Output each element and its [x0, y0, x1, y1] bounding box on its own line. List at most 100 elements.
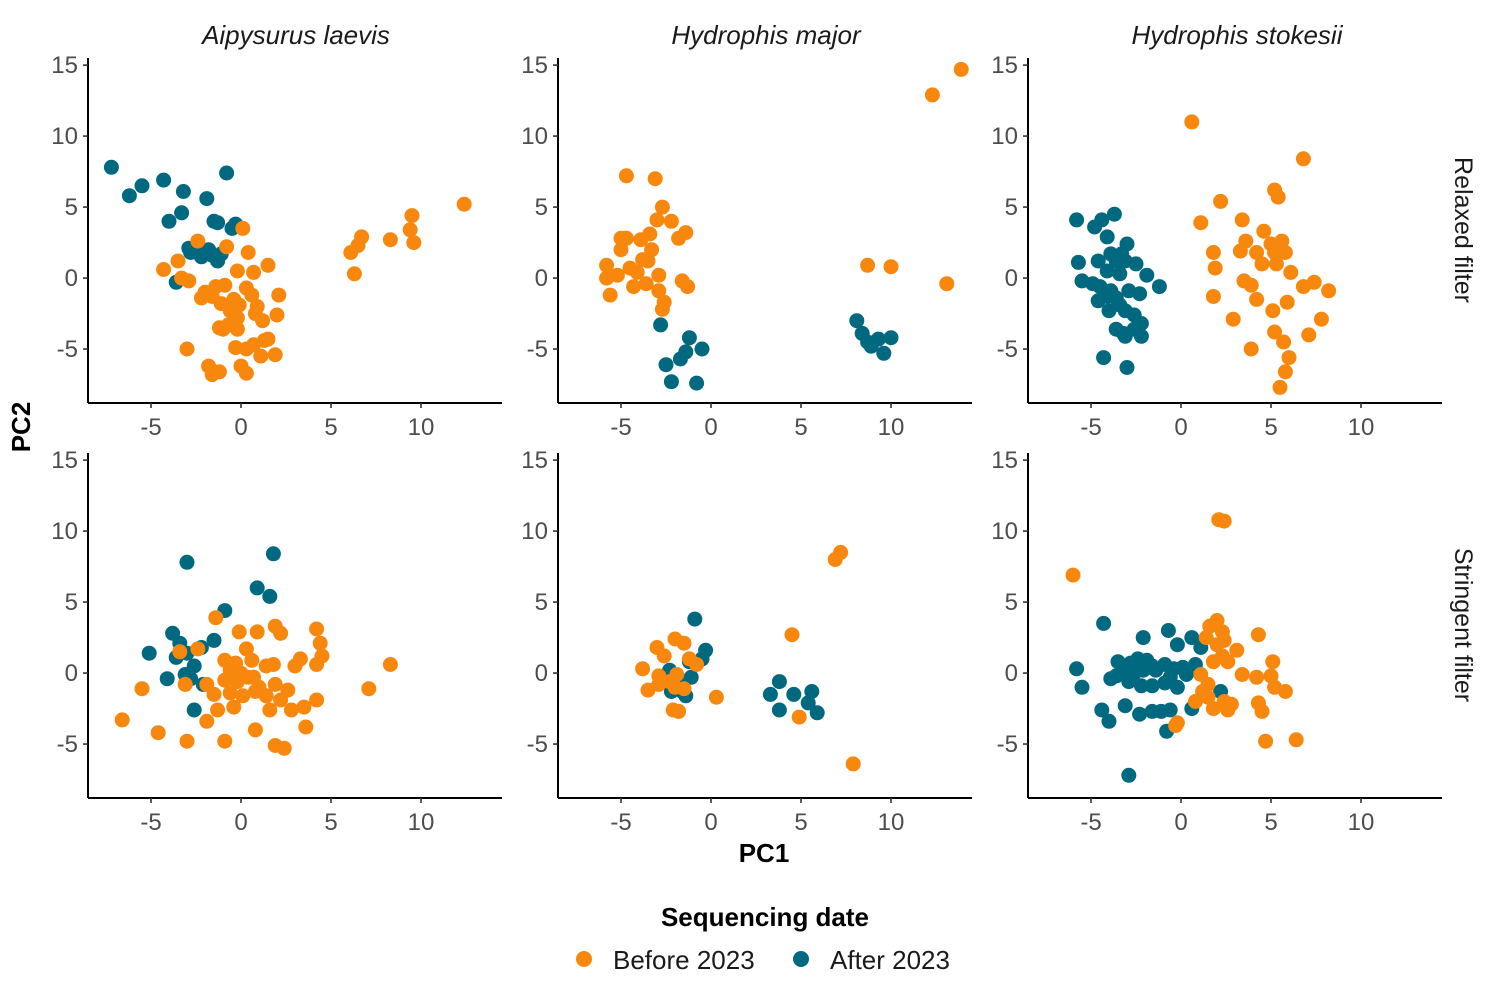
- data-point: [402, 222, 418, 238]
- data-point: [186, 702, 202, 718]
- column-strip-label: Aipysurus laevis: [200, 20, 390, 50]
- data-point: [791, 709, 807, 725]
- data-point: [1225, 311, 1241, 327]
- data-point: [786, 686, 802, 702]
- data-point: [883, 330, 899, 346]
- data-point: [172, 644, 188, 660]
- data-point: [1106, 206, 1122, 222]
- data-point: [1187, 694, 1203, 709]
- data-point: [260, 257, 276, 273]
- legend-key-after-2023: [793, 951, 809, 967]
- data-point: [114, 712, 130, 728]
- data-point: [309, 692, 325, 708]
- x-tick-label: 10: [408, 809, 435, 836]
- y-tick-label: 15: [51, 447, 78, 474]
- data-point: [190, 233, 206, 249]
- data-point: [1103, 671, 1119, 687]
- data-point: [1162, 702, 1178, 718]
- data-point: [382, 657, 398, 672]
- data-point: [1178, 667, 1194, 682]
- data-point: [618, 168, 634, 184]
- y-tick-label: -5: [57, 731, 78, 758]
- data-point: [654, 301, 670, 317]
- data-point: [256, 333, 272, 348]
- series-before-2023: [635, 544, 861, 772]
- data-point: [1169, 679, 1185, 695]
- data-point: [1265, 303, 1281, 319]
- x-tick-label: 10: [878, 809, 905, 836]
- y-tick-label: 0: [65, 265, 78, 292]
- y-tick-label: 0: [65, 660, 78, 687]
- data-point: [1099, 229, 1115, 245]
- data-point: [1205, 289, 1221, 304]
- data-point: [1274, 233, 1290, 249]
- data-point: [1301, 327, 1317, 343]
- data-point: [663, 213, 679, 229]
- data-point: [1234, 667, 1250, 682]
- x-tick-label: 10: [878, 414, 905, 441]
- data-point: [181, 273, 197, 289]
- data-point: [262, 588, 278, 604]
- data-point: [1254, 256, 1270, 272]
- data-point: [1096, 615, 1112, 631]
- data-point: [1101, 303, 1117, 319]
- data-point: [649, 212, 665, 228]
- series-after-2023: [1069, 615, 1229, 783]
- data-point: [247, 722, 263, 738]
- data-point: [633, 232, 649, 248]
- data-point: [1184, 114, 1200, 130]
- data-point: [206, 213, 222, 229]
- data-point: [1193, 215, 1209, 231]
- data-point: [644, 242, 660, 258]
- data-point: [271, 287, 287, 303]
- data-point: [651, 267, 667, 283]
- data-point: [876, 345, 892, 361]
- y-tick-label: 10: [51, 123, 78, 150]
- data-point: [228, 340, 244, 356]
- data-point: [953, 61, 969, 77]
- y-tick-label: 15: [991, 447, 1018, 474]
- data-point: [656, 648, 672, 664]
- data-point: [1267, 245, 1283, 260]
- data-point: [215, 321, 231, 337]
- data-point: [354, 229, 370, 245]
- data-point: [629, 264, 645, 280]
- data-point: [845, 756, 861, 772]
- data-point: [1213, 193, 1229, 209]
- data-point: [265, 657, 281, 672]
- data-point: [1096, 350, 1112, 366]
- data-point: [689, 657, 705, 672]
- x-tick-label: 5: [1264, 414, 1277, 441]
- data-point: [1094, 212, 1110, 228]
- data-point: [276, 740, 292, 756]
- y-tick-label: 0: [1005, 660, 1018, 687]
- data-point: [1157, 675, 1173, 691]
- legend-label-after-2023: After 2023: [830, 945, 950, 975]
- y-tick-label: 5: [65, 194, 78, 221]
- data-point: [287, 658, 303, 674]
- data-point: [1133, 316, 1149, 331]
- data-point: [156, 262, 172, 277]
- data-point: [860, 257, 876, 273]
- data-point: [253, 348, 269, 364]
- data-point: [1070, 254, 1086, 270]
- legend: Sequencing date Before 2023 After 2023: [576, 902, 950, 975]
- data-point: [1117, 698, 1133, 714]
- row-strip-label: Relaxed filter: [1449, 157, 1477, 303]
- data-point: [159, 671, 175, 687]
- data-point: [224, 220, 240, 236]
- data-point: [246, 264, 262, 280]
- data-point: [1267, 324, 1283, 340]
- data-point: [678, 225, 694, 241]
- data-point: [249, 624, 265, 640]
- data-point: [179, 341, 195, 357]
- data-point: [647, 171, 663, 187]
- data-point: [190, 641, 206, 657]
- data-point: [175, 184, 191, 199]
- series-after-2023: [653, 313, 899, 391]
- data-point: [687, 611, 703, 627]
- data-point: [1133, 328, 1149, 344]
- data-point: [262, 702, 278, 718]
- data-point: [269, 307, 285, 323]
- data-point: [1200, 689, 1216, 705]
